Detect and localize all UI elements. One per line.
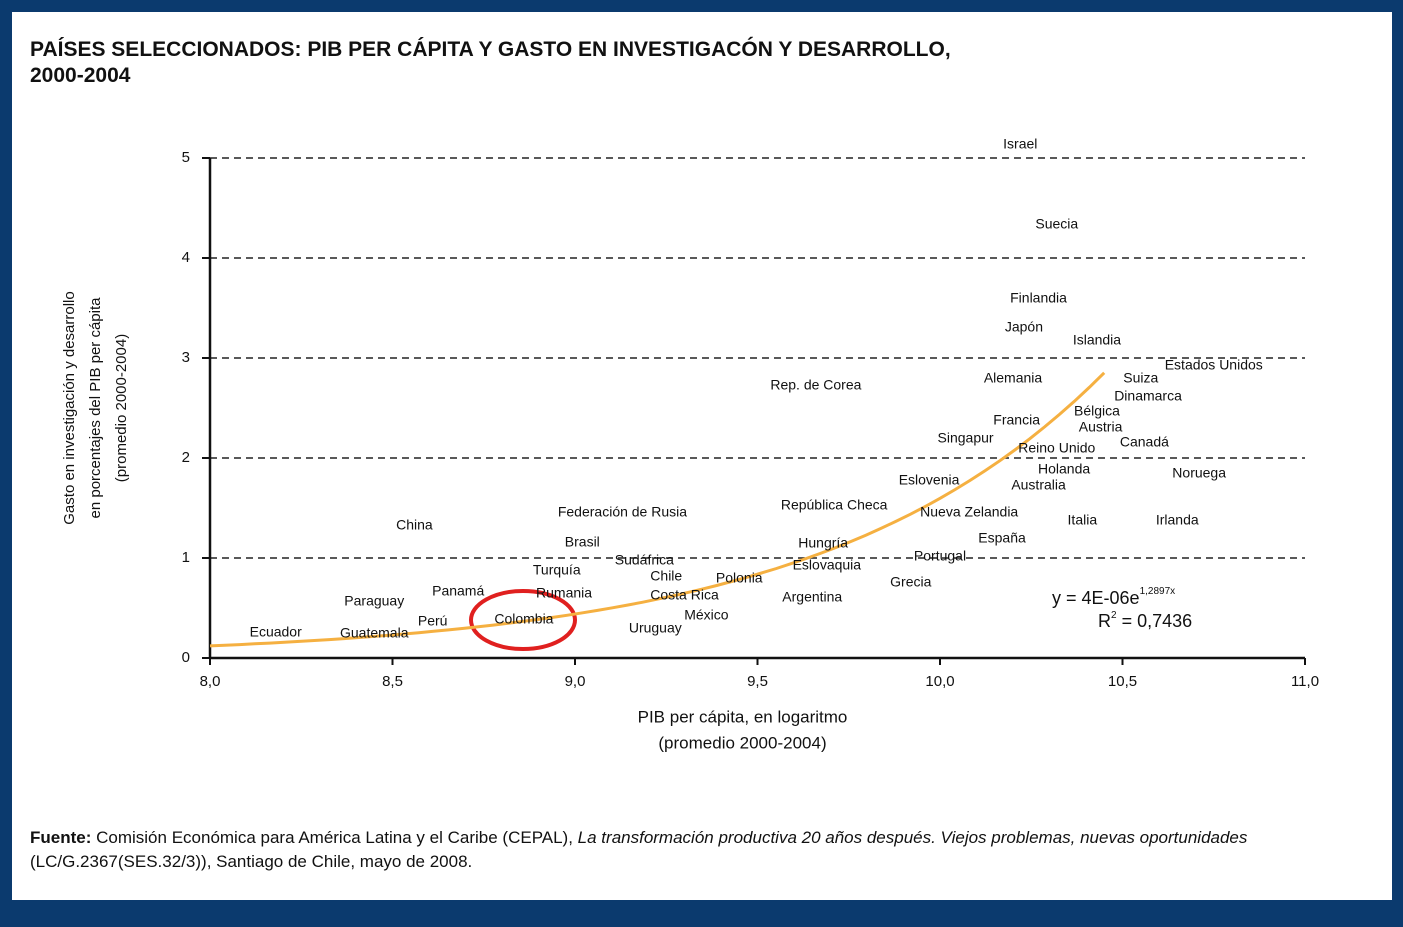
trend-r2-symbol: R <box>1098 611 1111 631</box>
point-label: China <box>396 517 433 533</box>
point-label: Colombia <box>494 611 553 627</box>
point-label: Dinamarca <box>1114 388 1182 404</box>
x-tick-label: 8,0 <box>200 673 221 690</box>
x-axis-label: (promedio 2000-2004) <box>658 733 826 752</box>
x-axis-label: PIB per cápita, en logaritmo <box>638 707 848 726</box>
point-label: Ecuador <box>250 624 302 640</box>
x-tick-label: 10,0 <box>925 673 954 690</box>
trend-r2-value: = 0,7436 <box>1117 611 1193 631</box>
trend-equation-base: y = 4E-06e <box>1052 588 1140 608</box>
point-label: República Checa <box>781 497 888 513</box>
y-tick-label: 3 <box>182 349 190 366</box>
point-label: Suecia <box>1035 216 1078 232</box>
point-label: Eslovenia <box>899 472 960 488</box>
point-label: Uruguay <box>629 620 682 636</box>
point-label: Reino Unido <box>1018 440 1095 456</box>
trend-equation-exponent: 1,2897x <box>1140 586 1176 597</box>
x-tick-label: 8,5 <box>382 673 403 690</box>
point-label: Islandia <box>1073 332 1121 348</box>
point-label: Grecia <box>890 574 931 590</box>
source-text: Comisión Económica para América Latina y… <box>91 828 578 847</box>
point-label: Canadá <box>1120 434 1169 450</box>
trend-equation: y = 4E-06e1,2897x <box>1052 586 1175 608</box>
y-tick-label: 4 <box>182 249 190 266</box>
trend-r2-sup: 2 <box>1111 610 1117 621</box>
point-label: Guatemala <box>340 625 409 641</box>
y-tick-label: 0 <box>182 649 190 666</box>
point-label: Suiza <box>1123 370 1158 386</box>
point-label: Perú <box>418 613 448 629</box>
source-label: Fuente: <box>30 828 92 847</box>
point-label: Israel <box>1003 136 1037 152</box>
point-label: Finlandia <box>1010 290 1067 306</box>
y-tick-label: 1 <box>182 549 190 566</box>
chart-title: PAÍSES SELECCIONADOS: PIB PER CÁPITA Y G… <box>30 37 951 61</box>
y-tick-label: 2 <box>182 449 190 466</box>
point-label: Brasil <box>565 534 600 550</box>
point-label: Hungría <box>798 535 848 551</box>
point-label: Portugal <box>914 548 966 564</box>
point-label: Federación de Rusia <box>558 504 687 520</box>
point-label: Holanda <box>1038 461 1090 477</box>
point-label: España <box>978 530 1026 546</box>
point-label: Austria <box>1079 419 1123 435</box>
highlight-circle <box>469 589 577 651</box>
x-tick-label: 9,0 <box>565 673 586 690</box>
point-label: Chile <box>650 568 682 584</box>
point-label: Paraguay <box>344 593 404 609</box>
trend-line <box>209 371 1106 648</box>
point-label: Polonia <box>716 570 763 586</box>
point-label: Alemania <box>984 370 1043 386</box>
source-text: (LC/G.2367(SES.32/3)), Santiago de Chile… <box>30 852 473 871</box>
x-tick-label: 10,5 <box>1108 673 1137 690</box>
point-label: Estados Unidos <box>1165 357 1263 373</box>
point-label: Costa Rica <box>650 587 719 603</box>
point-label: México <box>684 607 729 623</box>
point-label: Nueva Zelandia <box>920 504 1018 520</box>
y-tick-label: 5 <box>182 149 190 166</box>
source-title: La transformación productiva 20 años des… <box>577 828 1248 847</box>
y-axis-label-line: (promedio 2000-2004) <box>113 334 130 482</box>
point-label: Eslovaquia <box>793 557 862 573</box>
chart-title-line2: 2000-2004 <box>30 64 131 87</box>
point-label: Turquía <box>533 562 581 578</box>
corner-block <box>0 900 200 927</box>
point-label: Noruega <box>1172 465 1226 481</box>
panel <box>12 12 1392 900</box>
source-note: Fuente: Comisión Económica para América … <box>30 826 1375 874</box>
y-axis-label: Gasto en investigación y desarrollo en po… <box>61 291 130 524</box>
point-label: Argentina <box>782 589 842 605</box>
trend-r2: R2 = 0,7436 <box>1098 610 1192 631</box>
point-label: Bélgica <box>1074 403 1120 419</box>
point-label: Irlanda <box>1156 512 1199 528</box>
point-label: Rumania <box>536 585 592 601</box>
x-tick-label: 11,0 <box>1291 673 1319 690</box>
point-label: Australia <box>1011 477 1066 493</box>
point-label: Japón <box>1005 319 1043 335</box>
point-label: Italia <box>1068 512 1098 528</box>
y-axis-label-line: en porcentajes del PIB per cápita <box>87 297 104 519</box>
point-label: Francia <box>993 412 1040 428</box>
x-tick-label: 9,5 <box>747 673 768 690</box>
y-axis-label-line: Gasto en investigación y desarrollo <box>61 291 78 524</box>
point-label: Panamá <box>432 583 484 599</box>
point-label: Sudáfrica <box>615 552 674 568</box>
point-label: Singapur <box>938 430 994 446</box>
point-label: Rep. de Corea <box>770 377 861 393</box>
